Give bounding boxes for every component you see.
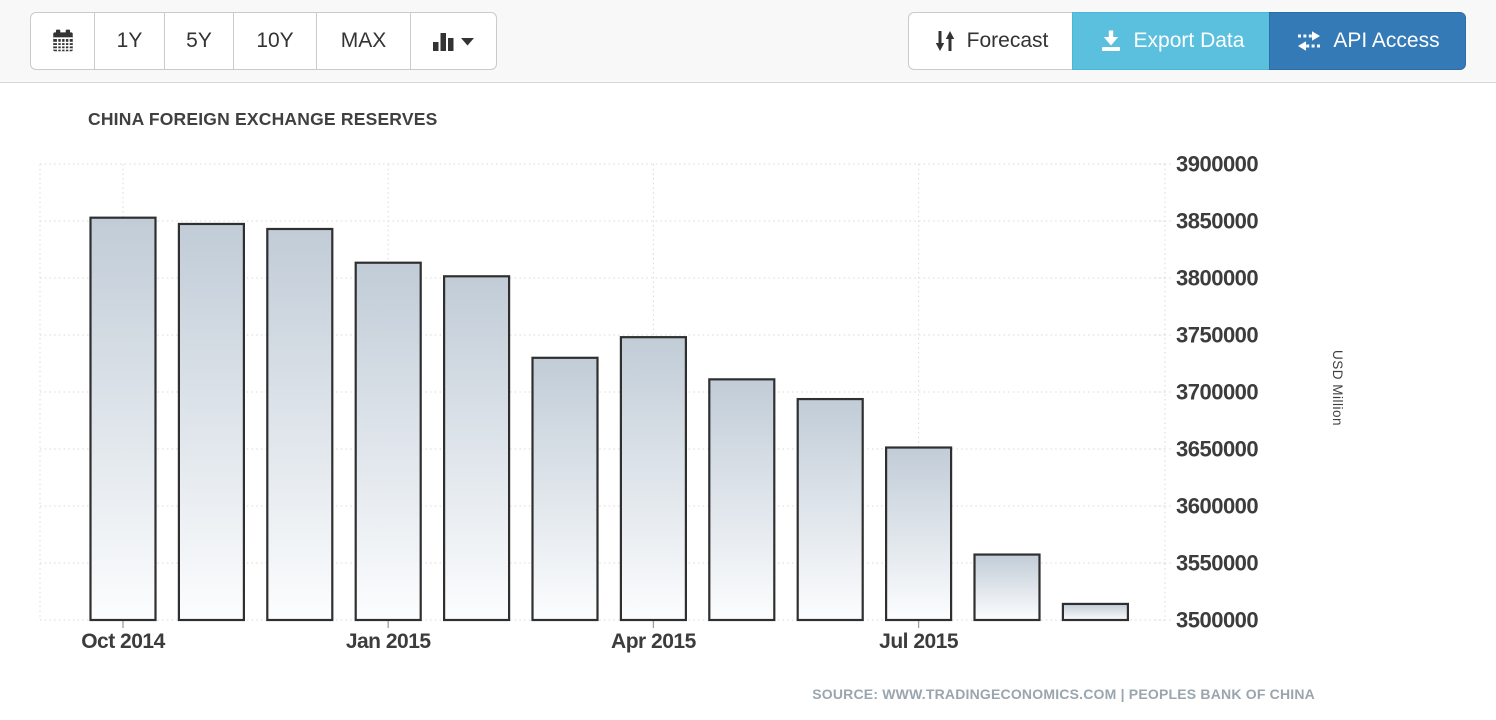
range-button-10y[interactable]: 10Y bbox=[233, 12, 317, 70]
chart-title: CHINA FOREIGN EXCHANGE RESERVES bbox=[88, 109, 438, 129]
range-button-group: 1Y 5Y 10Y MAX bbox=[30, 12, 497, 70]
calendar-button[interactable] bbox=[30, 12, 95, 70]
bar-aug-2015[interactable] bbox=[973, 553, 1041, 622]
forecast-button[interactable]: Forecast bbox=[908, 12, 1073, 70]
bar-jul-2015[interactable] bbox=[884, 446, 953, 622]
bar-mar-2015[interactable] bbox=[531, 356, 599, 622]
toolbar: 1Y 5Y 10Y MAX bbox=[0, 0, 1496, 83]
y-axis-tick-label: 3850000 bbox=[1176, 209, 1258, 234]
y-axis-tick-label: 3650000 bbox=[1176, 437, 1258, 462]
bar-oct-2014[interactable] bbox=[89, 216, 157, 622]
x-axis-tick-label: Apr 2015 bbox=[611, 630, 697, 653]
exchange-arrows-icon bbox=[1295, 29, 1323, 53]
x-axis-tick-label: Jul 2015 bbox=[879, 630, 959, 653]
export-data-button[interactable]: Export Data bbox=[1072, 12, 1270, 70]
bar-apr-2015[interactable] bbox=[619, 336, 688, 622]
bar-sep-2015[interactable] bbox=[1061, 602, 1130, 622]
bar-dec-2014[interactable] bbox=[266, 227, 334, 622]
calendar-icon bbox=[50, 28, 76, 54]
bar-jun-2015[interactable] bbox=[796, 397, 864, 622]
x-axis-tick-label: Jan 2015 bbox=[346, 630, 432, 653]
chevron-down-icon bbox=[460, 38, 474, 46]
bar-chart: 3900000 3850000 3800000 3750000 3700000 36500… bbox=[39, 152, 1259, 653]
x-axis-tick-label: Oct 2014 bbox=[81, 630, 165, 653]
y-axis-tick-label: 3900000 bbox=[1176, 152, 1258, 177]
forecast-button-label: Forecast bbox=[966, 29, 1049, 52]
bar-jan-2015[interactable] bbox=[354, 261, 422, 622]
bar-feb-2015[interactable] bbox=[443, 275, 511, 622]
range-button-1y[interactable]: 1Y bbox=[94, 12, 165, 70]
y-axis-title: USD Million bbox=[1330, 350, 1345, 427]
chart-type-button[interactable] bbox=[410, 12, 497, 70]
bar-may-2015[interactable] bbox=[708, 378, 776, 622]
y-axis-tick-label: 3750000 bbox=[1176, 323, 1258, 348]
sort-arrows-icon bbox=[933, 28, 957, 54]
bar-nov-2014[interactable] bbox=[177, 222, 245, 622]
bar-chart-icon bbox=[432, 29, 476, 53]
y-axis-tick-label: 3800000 bbox=[1176, 266, 1258, 291]
api-access-button[interactable]: API Access bbox=[1269, 12, 1466, 70]
download-icon bbox=[1098, 28, 1124, 54]
chart-area: CHINA FOREIGN EXCHANGE RESERVES 3900000 3… bbox=[0, 83, 1496, 720]
y-axis-tick-label: 3500000 bbox=[1176, 608, 1258, 633]
export-data-button-label: Export Data bbox=[1133, 29, 1245, 52]
y-axis-tick-label: 3700000 bbox=[1176, 380, 1258, 405]
range-button-max[interactable]: MAX bbox=[316, 12, 411, 70]
api-access-button-label: API Access bbox=[1333, 29, 1440, 52]
range-button-5y[interactable]: 5Y bbox=[164, 12, 234, 70]
source-attribution: SOURCE: WWW.TRADINGECONOMICS.COM | PEOPL… bbox=[812, 686, 1315, 702]
y-axis-tick-label: 3550000 bbox=[1176, 551, 1258, 576]
y-axis-tick-label: 3600000 bbox=[1176, 494, 1258, 519]
action-button-group: Forecast Export Data bbox=[908, 12, 1466, 70]
